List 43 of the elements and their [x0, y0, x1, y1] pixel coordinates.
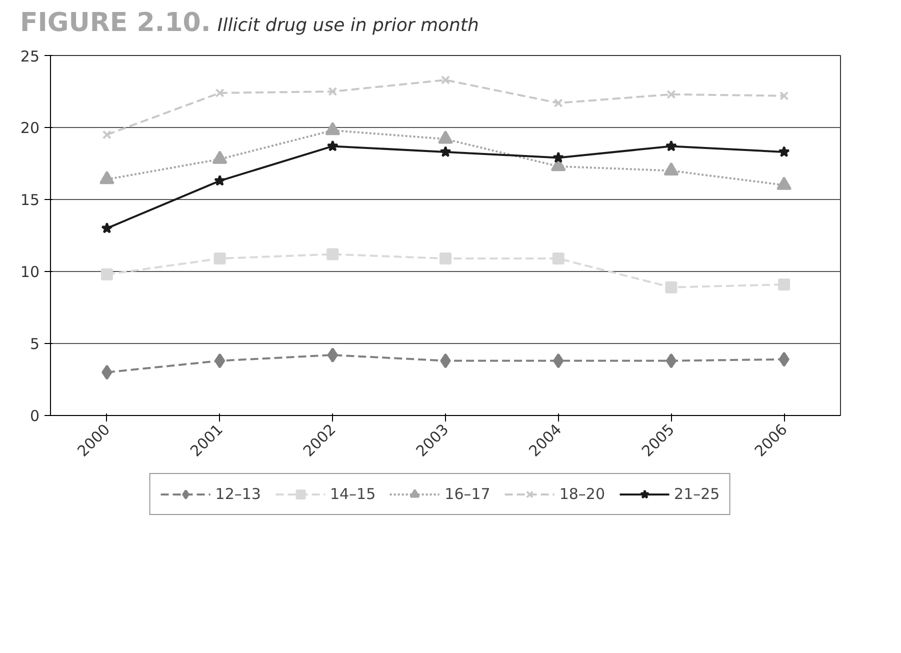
point [214, 174, 226, 186]
point [102, 364, 112, 380]
point [214, 252, 226, 265]
legend-label: 16–17 [444, 485, 490, 503]
legend-label: 21–25 [674, 485, 720, 503]
point [665, 140, 677, 152]
point [325, 122, 340, 136]
point [552, 152, 564, 163]
y-tick-label: 15 [20, 191, 40, 209]
y-tick-label: 20 [20, 119, 40, 137]
y-tick-label: 25 [20, 48, 40, 66]
point [101, 222, 113, 234]
point [100, 268, 113, 280]
chart-subtitle: Illicit drug use in prior month [217, 15, 479, 36]
legend-label: 18–20 [559, 485, 606, 503]
point [214, 353, 226, 368]
point [326, 248, 339, 260]
point [327, 348, 338, 363]
point [440, 353, 451, 368]
point [438, 130, 453, 144]
point [440, 75, 450, 85]
point [215, 88, 224, 98]
point [440, 252, 452, 265]
y-tick-label: 5 [30, 335, 40, 353]
point [552, 252, 564, 265]
legend-label: 12–13 [215, 485, 261, 503]
point [780, 91, 789, 100]
point [778, 278, 790, 290]
point [102, 130, 112, 140]
point [554, 98, 563, 108]
point [666, 353, 677, 368]
point [665, 281, 678, 294]
point [328, 86, 338, 96]
point [326, 140, 338, 152]
legend-label: 14–15 [330, 485, 376, 503]
y-tick-label: 10 [20, 263, 40, 281]
point [440, 146, 452, 158]
point [778, 146, 790, 158]
point [553, 353, 564, 368]
chart-title: FIGURE 2.10. [20, 8, 211, 38]
point [666, 90, 676, 99]
y-tick-label: 0 [30, 407, 40, 425]
point [778, 352, 790, 367]
